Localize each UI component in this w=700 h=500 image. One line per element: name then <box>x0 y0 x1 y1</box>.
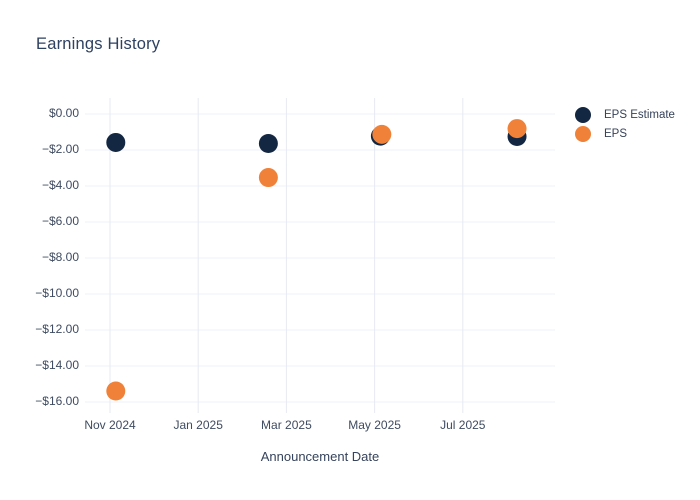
y-tick-label: −$12.00 <box>35 322 79 336</box>
x-tick-label: Jul 2025 <box>440 418 486 432</box>
legend-label-eps: EPS <box>604 127 628 140</box>
data-point-eps-estimate[interactable] <box>258 134 278 154</box>
chart-title: Earnings History <box>36 35 161 53</box>
x-tick-label: Jan 2025 <box>174 418 224 432</box>
x-axis-title: Announcement Date <box>261 449 380 464</box>
y-tick-label: −$2.00 <box>42 142 79 156</box>
y-tick-label: −$8.00 <box>42 250 79 264</box>
data-point-eps[interactable] <box>507 119 527 139</box>
legend: EPS Estimate EPS <box>575 105 675 143</box>
y-tick-label: −$14.00 <box>35 358 79 372</box>
y-tick-label: −$6.00 <box>42 214 79 228</box>
eps-estimate-swatch-icon <box>575 106 591 123</box>
data-point-eps[interactable] <box>106 381 126 401</box>
legend-item-eps-estimate[interactable]: EPS Estimate <box>575 105 675 124</box>
legend-label-eps-estimate: EPS Estimate <box>604 108 675 121</box>
data-point-eps-estimate[interactable] <box>106 132 126 152</box>
data-point-eps[interactable] <box>372 124 392 144</box>
x-tick-label: May 2025 <box>348 418 401 432</box>
legend-item-eps[interactable]: EPS <box>575 124 675 143</box>
y-tick-label: −$10.00 <box>35 286 79 300</box>
y-tick-label: $0.00 <box>49 106 79 120</box>
x-tick-label: Nov 2024 <box>84 418 136 432</box>
eps-swatch-icon <box>575 125 591 142</box>
data-point-eps[interactable] <box>258 168 278 188</box>
y-tick-label: −$4.00 <box>42 178 79 192</box>
y-tick-label: −$16.00 <box>35 394 79 408</box>
x-tick-label: Mar 2025 <box>261 418 312 432</box>
